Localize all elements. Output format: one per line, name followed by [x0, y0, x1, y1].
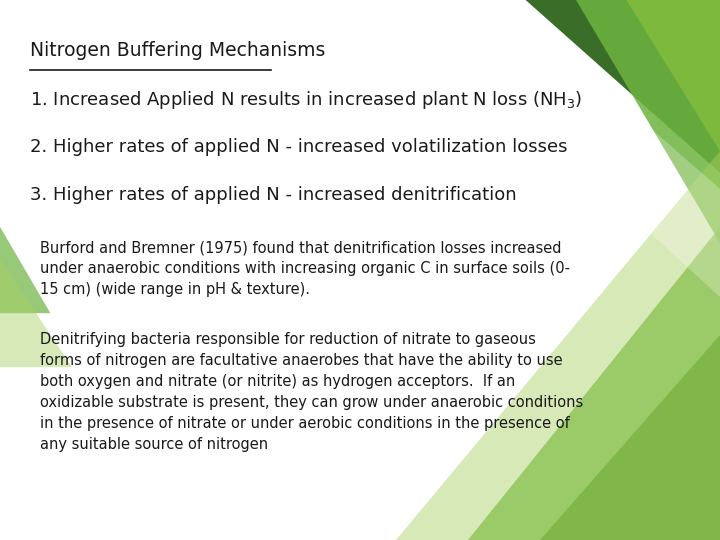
- Polygon shape: [396, 0, 720, 297]
- Text: Burford and Bremner (1975) found that denitrification losses increased
under ana: Burford and Bremner (1975) found that de…: [40, 240, 570, 298]
- Polygon shape: [0, 227, 50, 313]
- Text: 3. Higher rates of applied N - increased denitrification: 3. Higher rates of applied N - increased…: [30, 186, 517, 204]
- Polygon shape: [540, 335, 720, 540]
- Text: Nitrogen Buffering Mechanisms: Nitrogen Buffering Mechanisms: [30, 40, 325, 59]
- Text: 2. Higher rates of applied N - increased volatilization losses: 2. Higher rates of applied N - increased…: [30, 138, 568, 156]
- Polygon shape: [526, 0, 720, 173]
- Text: Denitrifying bacteria responsible for reduction of nitrate to gaseous
forms of n: Denitrifying bacteria responsible for re…: [40, 332, 583, 452]
- Polygon shape: [468, 227, 720, 540]
- Polygon shape: [626, 0, 720, 151]
- Polygon shape: [0, 259, 72, 367]
- Polygon shape: [396, 151, 720, 540]
- Text: 1. Increased Applied N results in increased plant N loss (NH$_{3}$): 1. Increased Applied N results in increa…: [30, 89, 582, 111]
- Polygon shape: [576, 0, 720, 243]
